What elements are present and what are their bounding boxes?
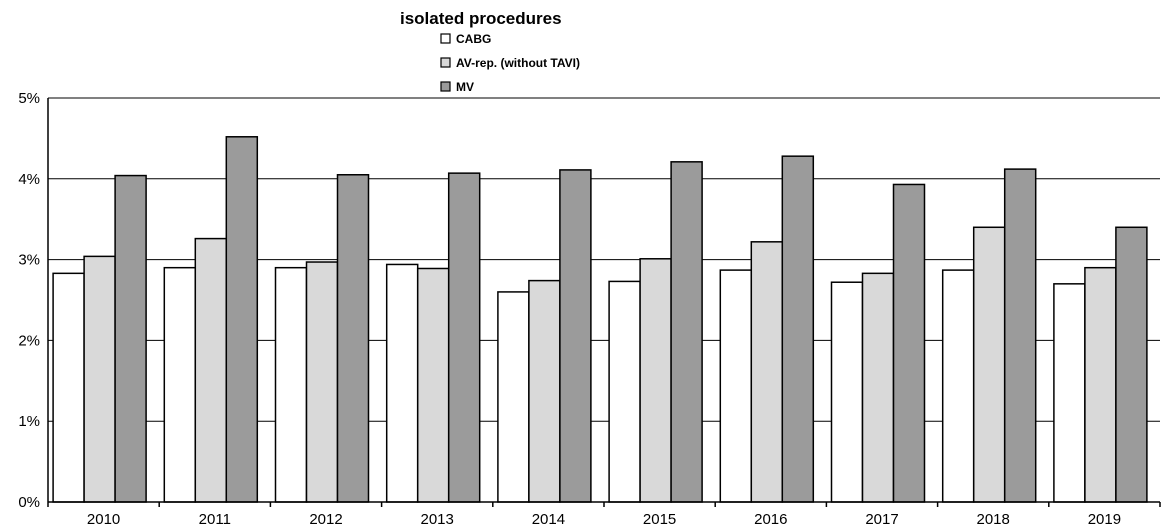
bar-av-rep-without-tavi-2014	[528, 279, 561, 503]
x-axis-ticks: 2010 2011 2012 2013 2014 2015 2016 2017 2018 2019	[47, 502, 1161, 528]
legend-swatch	[440, 57, 451, 68]
bar-cabg-2018	[941, 269, 975, 503]
chart-title: isolated procedures	[400, 9, 562, 28]
bar-mv-2015	[670, 161, 703, 503]
x-tick-label: 2012	[309, 511, 342, 528]
bar-av-rep-without-tavi-2011	[194, 237, 228, 503]
bar-av-rep-without-tavi-2016	[750, 241, 784, 503]
bar-mv-2016	[781, 155, 815, 503]
x-tick-label: 2015	[643, 511, 676, 528]
y-tick-label: 1%	[18, 413, 40, 430]
x-tick-label: 2013	[421, 511, 454, 528]
x-tick-label: 2016	[754, 511, 787, 528]
bar-mv-2019	[1115, 226, 1148, 503]
bar-mv-2012	[336, 174, 370, 503]
bar-av-rep-without-tavi-2012	[305, 261, 339, 503]
bar-mv-2014	[559, 169, 592, 503]
y-tick-label: 0%	[18, 494, 40, 511]
bar-av-rep-without-tavi-2018	[972, 226, 1006, 503]
bar-mv-2011	[225, 136, 259, 503]
bar-cabg-2014	[497, 291, 530, 503]
bar-mv-2010	[114, 174, 147, 503]
bar-av-rep-without-tavi-2013	[416, 267, 450, 503]
legend-swatch	[440, 33, 451, 44]
x-tick-label: 2010	[87, 511, 120, 528]
bars	[52, 136, 1148, 503]
legend: CABG AV-rep. (without TAVI) MV	[440, 32, 580, 94]
bar-cabg-2011	[163, 266, 197, 503]
bar-av-rep-without-tavi-2010	[83, 255, 116, 503]
x-tick-label: 2011	[199, 511, 231, 528]
x-tick-label: 2018	[977, 511, 1010, 528]
bar-av-rep-without-tavi-2015	[639, 258, 672, 503]
bar-cabg-2019	[1053, 283, 1086, 503]
bar-mv-2018	[1003, 168, 1037, 503]
y-tick-label: 2%	[18, 332, 40, 349]
x-tick-label: 2014	[532, 511, 565, 528]
bar-cabg-2016	[719, 269, 753, 503]
bar-av-rep-without-tavi-2017	[861, 272, 895, 503]
bar-cabg-2013	[385, 263, 419, 503]
y-tick-label: 4%	[18, 171, 40, 188]
bar-mv-2013	[447, 172, 481, 503]
bar-mv-2017	[892, 183, 926, 503]
legend-label: CABG	[456, 32, 491, 46]
x-tick-label: 2019	[1088, 511, 1121, 528]
bar-cabg-2017	[830, 281, 864, 503]
legend-swatch	[440, 81, 451, 92]
bar-av-rep-without-tavi-2019	[1084, 266, 1117, 503]
bar-cabg-2012	[274, 266, 308, 503]
x-tick-label: 2017	[865, 511, 898, 528]
bar-cabg-2015	[608, 280, 641, 503]
legend-label: AV-rep. (without TAVI)	[456, 56, 580, 70]
y-axis-ticks: 0% 1% 2% 3% 4% 5%	[18, 90, 40, 511]
bar-cabg-2010	[52, 272, 85, 503]
y-tick-label: 3%	[18, 252, 40, 269]
y-tick-label: 5%	[18, 90, 40, 107]
legend-label: MV	[456, 80, 474, 94]
